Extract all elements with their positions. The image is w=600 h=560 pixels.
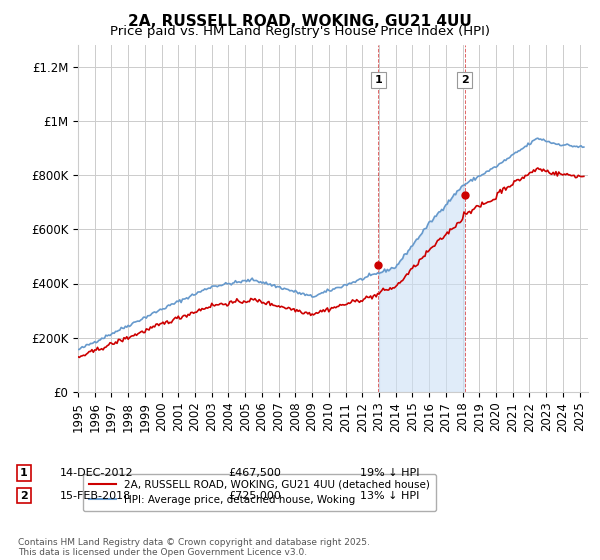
Text: 2: 2 — [461, 75, 469, 85]
Text: Price paid vs. HM Land Registry's House Price Index (HPI): Price paid vs. HM Land Registry's House … — [110, 25, 490, 38]
Text: 1: 1 — [20, 468, 28, 478]
Text: £725,000: £725,000 — [228, 491, 281, 501]
Legend: 2A, RUSSELL ROAD, WOKING, GU21 4UU (detached house), HPI: Average price, detache: 2A, RUSSELL ROAD, WOKING, GU21 4UU (deta… — [83, 474, 436, 511]
Text: £467,500: £467,500 — [228, 468, 281, 478]
Text: 14-DEC-2012: 14-DEC-2012 — [60, 468, 134, 478]
Text: 13% ↓ HPI: 13% ↓ HPI — [360, 491, 419, 501]
Text: Contains HM Land Registry data © Crown copyright and database right 2025.
This d: Contains HM Land Registry data © Crown c… — [18, 538, 370, 557]
Text: 19% ↓ HPI: 19% ↓ HPI — [360, 468, 419, 478]
Text: 15-FEB-2018: 15-FEB-2018 — [60, 491, 131, 501]
Text: 1: 1 — [374, 75, 382, 85]
Text: 2: 2 — [20, 491, 28, 501]
Text: 2A, RUSSELL ROAD, WOKING, GU21 4UU: 2A, RUSSELL ROAD, WOKING, GU21 4UU — [128, 14, 472, 29]
